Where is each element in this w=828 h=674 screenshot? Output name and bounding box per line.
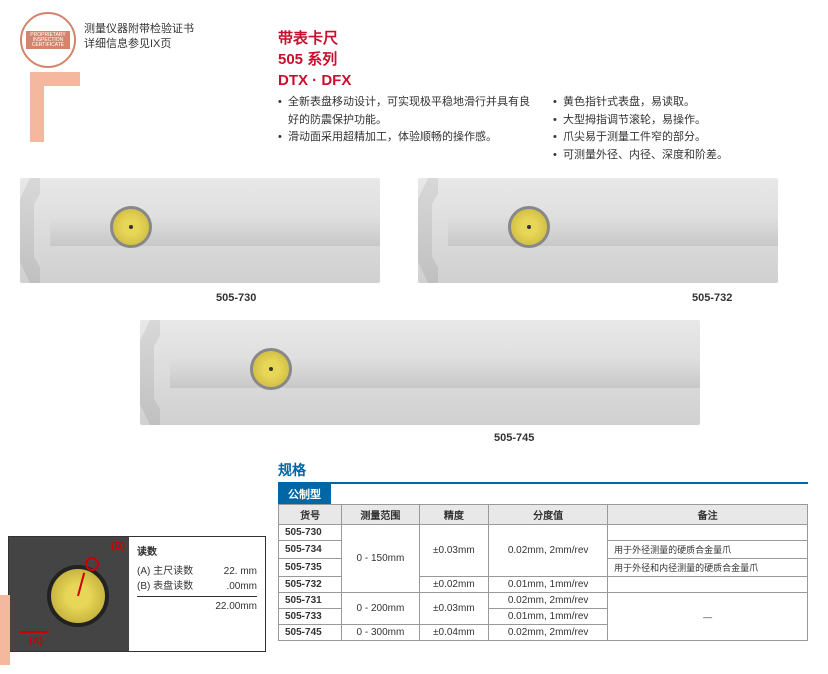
marker-b-label: (B) [111,541,125,552]
product-label: 505-745 [494,432,534,444]
th-graduation: 分度值 [489,505,608,525]
features-col-2: 黄色指针式表盘，易读取。 大型拇指调节滚轮，易操作。 爪尖易于测量工件窄的部分。… [553,94,808,164]
reading-value: 22. mm [224,564,257,579]
cell-grad: 0.02mm, 2mm/rev [489,525,608,577]
cell-grad: 0.02mm, 2mm/rev [489,625,608,641]
metric-label: 公制型 [278,484,331,504]
cell-code: 505-731 [279,593,342,609]
cell-code: 505-732 [279,577,342,593]
feature-item: 爪尖易于测量工件窄的部分。 [553,129,808,147]
th-code: 货号 [279,505,342,525]
cell-range: 0 - 200mm [342,593,419,625]
product-label: 505-730 [216,292,256,304]
reading-example: (A) (B) 读数 (A) 主尺读数 22. mm (B) 表盘读数 .00m… [8,536,266,652]
reading-title: 读数 [137,543,257,558]
cell-range: 0 - 150mm [342,525,419,593]
model-title: DTX · DFX [278,70,351,91]
marker-b-circle [85,557,99,571]
feature-item: 大型拇指调节滚轮，易操作。 [553,112,808,130]
dial-icon [47,565,109,627]
product-image-3 [140,320,700,425]
cell-range: 0 - 300mm [342,625,419,641]
table-row: 505-730 0 - 150mm ±0.03mm 0.02mm, 2mm/re… [279,525,808,541]
cell-code: 505-734 [279,541,342,559]
cell-code: 505-730 [279,525,342,541]
series-title: 505 系列 [278,49,351,70]
feature-item: 可测量外径、内径、深度和阶差。 [553,147,808,165]
cell-remark: — [608,593,808,641]
reading-photo: (A) (B) [9,537,129,651]
product-label: 505-732 [692,292,732,304]
feature-item: 滑动面采用超精加工，体验顺畅的操作感。 [278,129,533,147]
badge-text: PROPRIETARY INSPECTION CERTIFICATE [26,31,70,49]
badge-seal-icon: PROPRIETARY INSPECTION CERTIFICATE [20,12,76,68]
marker-a-arrow [19,631,49,633]
decorative-side-bar [0,595,10,665]
product-image-1 [20,178,380,283]
feature-item: 全新表盘移动设计，可实现极平稳地滑行并具有良好的防震保护功能。 [278,94,533,129]
th-accuracy: 精度 [419,505,489,525]
cell-grad: 0.01mm, 1mm/rev [489,609,608,625]
reading-label: (A) 主尺读数 [137,564,193,579]
decorative-bracket [30,72,80,142]
cell-code: 505-735 [279,559,342,577]
product-image-2 [418,178,778,283]
spec-section: 规格 公制型 货号 测量范围 精度 分度值 备注 505-730 0 - 150… [278,460,808,641]
features-col-1: 全新表盘移动设计，可实现极平稳地滑行并具有良好的防震保护功能。 滑动面采用超精加… [278,94,533,164]
reading-row: (B) 表盘读数 .00mm [137,579,257,594]
cell-code: 505-745 [279,625,342,641]
cell-remark [608,577,808,593]
features-list: 全新表盘移动设计，可实现极平稳地滑行并具有良好的防震保护功能。 滑动面采用超精加… [278,94,808,164]
cell-acc: ±0.03mm [419,525,489,577]
cell-remark: 用于外径和内径测量的硬质合金量爪 [608,559,808,577]
table-header-row: 货号 测量范围 精度 分度值 备注 [279,505,808,525]
reading-row: (A) 主尺读数 22. mm [137,564,257,579]
spec-table: 货号 测量范围 精度 分度值 备注 505-730 0 - 150mm ±0.0… [278,504,808,641]
cert-description: 测量仪器附带检验证书 详细信息参见IX页 [84,22,194,53]
reading-sum: 22.00mm [137,596,257,614]
cell-remark: 用于外径测量的硬质合金量爪 [608,541,808,559]
feature-item: 黄色指针式表盘，易读取。 [553,94,808,112]
th-range: 测量范围 [342,505,419,525]
cell-remark [608,525,808,541]
cell-grad: 0.01mm, 1mm/rev [489,577,608,593]
th-remark: 备注 [608,505,808,525]
cell-acc: ±0.04mm [419,625,489,641]
cell-code: 505-733 [279,609,342,625]
product-title: 带表卡尺 [278,28,351,49]
certification-badge: PROPRIETARY INSPECTION CERTIFICATE 测量仪器附… [20,12,194,68]
spec-title: 规格 [278,460,808,484]
reading-label: (B) 表盘读数 [137,579,193,594]
cell-acc: ±0.03mm [419,593,489,625]
reading-value: .00mm [226,579,257,594]
cell-grad: 0.02mm, 2mm/rev [489,593,608,609]
page-header: 带表卡尺 505 系列 DTX · DFX [278,28,351,91]
marker-a-label: (A) [29,636,43,647]
cert-line: 详细信息参见IX页 [84,37,194,52]
reading-total: 22.00mm [215,599,257,614]
reading-values: 读数 (A) 主尺读数 22. mm (B) 表盘读数 .00mm 22.00m… [129,537,265,651]
cert-line: 测量仪器附带检验证书 [84,22,194,37]
cell-acc: ±0.02mm [419,577,489,593]
table-row: 505-731 0 - 200mm ±0.03mm 0.02mm, 2mm/re… [279,593,808,609]
